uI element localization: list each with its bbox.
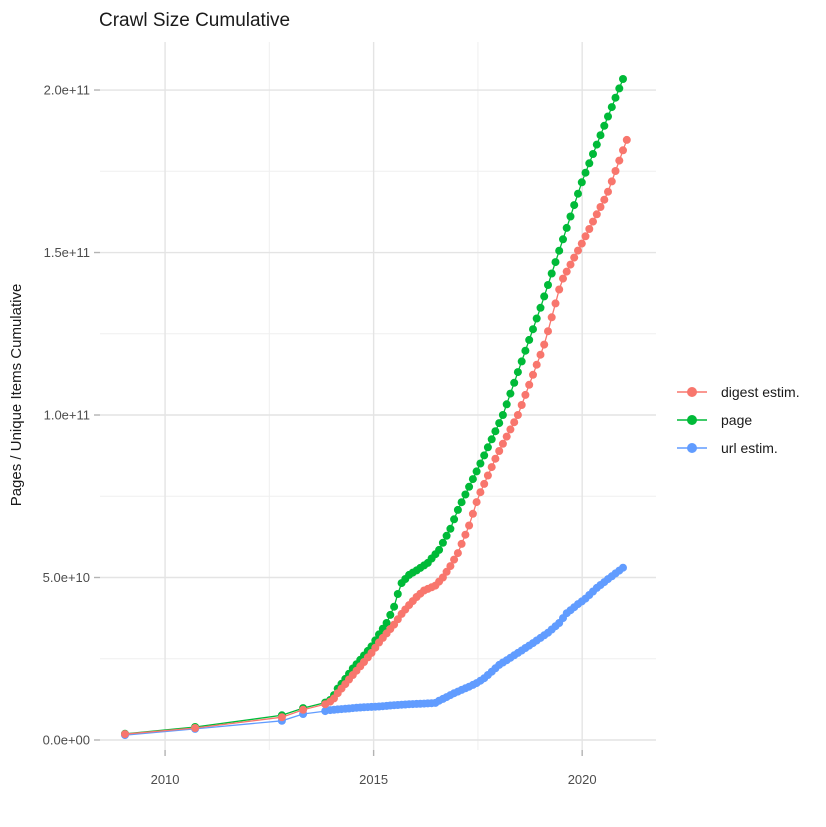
- y-tick-label-1.5e+11: 1.5e+11: [44, 245, 90, 260]
- legend-label: url estim.: [721, 440, 778, 456]
- legend-key-dot: [687, 387, 697, 397]
- series-digest-estim-: [121, 135, 631, 739]
- x-tick-label-2010: 2010: [151, 772, 180, 787]
- legend-key-dot: [687, 443, 697, 453]
- legend-label: digest estim.: [721, 384, 800, 400]
- y-axis-title: Pages / Unique Items Cumulative: [8, 284, 25, 507]
- y-tick-label-5.0e+10: 5.0e+10: [43, 570, 90, 585]
- legend-item-digest-estim-: digest estim.: [677, 384, 800, 400]
- grid-lines: [100, 42, 656, 750]
- y-tick-label-0.0e+00: 0.0e+00: [43, 732, 90, 747]
- x-tick-label-2015: 2015: [359, 772, 388, 787]
- legend-label: page: [721, 412, 752, 428]
- series-url-estim-: [121, 563, 627, 740]
- legend-item-url-estim-: url estim.: [677, 440, 778, 456]
- legend: digest estim. page url estim.: [677, 384, 800, 456]
- y-tick-label-1.0e+11: 1.0e+11: [44, 408, 90, 423]
- axes: 2010 2015 2020 0.0e+00 5.0e+10 1.0e+11 1.5e+11…: [43, 83, 597, 787]
- x-tick-label-2020: 2020: [568, 772, 597, 787]
- chart-title: Crawl Size Cumulative: [99, 10, 290, 31]
- data-series: [121, 75, 631, 740]
- y-tick-label-2.0e+11: 2.0e+11: [44, 83, 90, 98]
- legend-key-dot: [687, 415, 697, 425]
- legend-item-page: page: [677, 412, 752, 428]
